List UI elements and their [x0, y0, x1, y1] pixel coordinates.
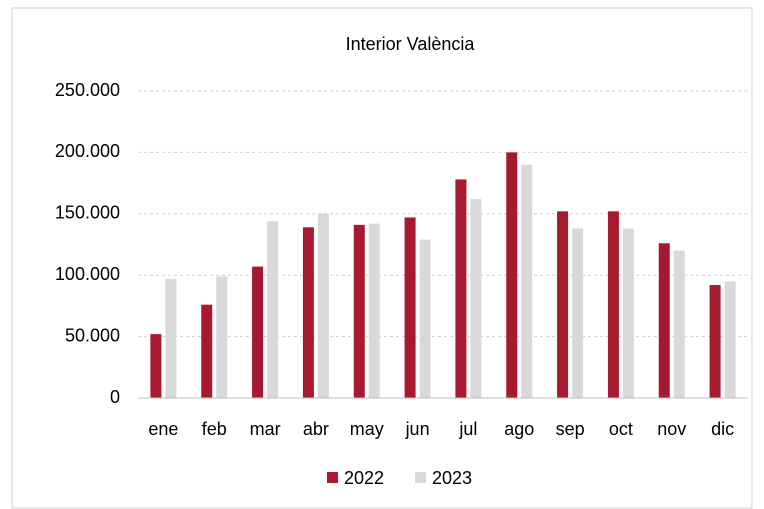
- x-tick-label: mar: [250, 419, 281, 439]
- bar: [506, 152, 518, 398]
- bar: [607, 211, 619, 398]
- bar: [470, 199, 482, 398]
- bar: [150, 334, 162, 398]
- x-tick-label: oct: [609, 419, 633, 439]
- bar: [455, 179, 467, 398]
- bar: [216, 276, 228, 398]
- bar: [165, 278, 177, 398]
- x-tick-label: jun: [405, 419, 430, 439]
- bar: [404, 217, 416, 398]
- bar: [317, 213, 329, 398]
- bar: [658, 243, 670, 398]
- legend-label: 2022: [344, 468, 384, 488]
- bar: [521, 164, 533, 398]
- x-tick-label: ago: [504, 419, 534, 439]
- bar: [201, 304, 213, 398]
- bar: [252, 266, 264, 398]
- legend-swatch: [327, 472, 338, 483]
- bar: [353, 224, 365, 398]
- x-tick-label: feb: [202, 419, 227, 439]
- legend-swatch: [415, 472, 426, 483]
- x-tick-label: ene: [148, 419, 178, 439]
- bar: [557, 211, 569, 398]
- x-tick-label: nov: [657, 419, 686, 439]
- bar: [302, 227, 314, 398]
- x-tick-label: may: [350, 419, 384, 439]
- bar: [709, 285, 721, 398]
- bar: [673, 250, 685, 398]
- y-tick-label: 250.000: [55, 80, 120, 100]
- bar: [724, 281, 736, 398]
- y-tick-label: 50.000: [65, 325, 120, 345]
- chart-title: Interior València: [346, 34, 476, 54]
- y-tick-label: 150.000: [55, 203, 120, 223]
- bar: [267, 221, 279, 398]
- bar: [572, 228, 584, 398]
- x-tick-label: abr: [303, 419, 329, 439]
- y-tick-label: 200.000: [55, 141, 120, 161]
- y-tick-label: 0: [110, 387, 120, 407]
- bar: [368, 223, 380, 398]
- y-tick-label: 100.000: [55, 264, 120, 284]
- x-tick-label: dic: [711, 419, 734, 439]
- x-tick-label: sep: [556, 419, 585, 439]
- legend-label: 2023: [432, 468, 472, 488]
- bar: [419, 239, 431, 398]
- bar: [622, 228, 634, 398]
- x-tick-label: jul: [458, 419, 477, 439]
